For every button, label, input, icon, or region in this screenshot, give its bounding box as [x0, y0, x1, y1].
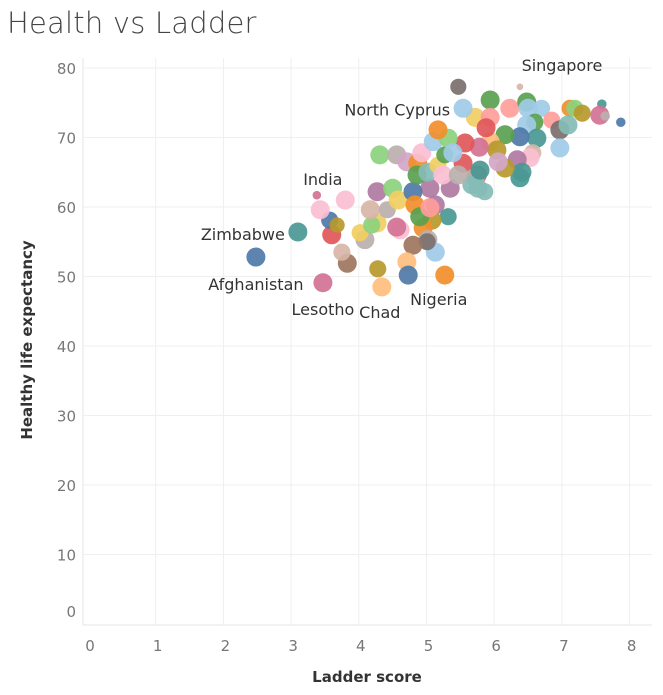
x-axis-ticks: 0 1 2 3 4 5 6 7 8	[85, 637, 636, 655]
x-tick-label: 3	[288, 637, 298, 655]
x-tick-label: 1	[153, 637, 163, 655]
y-tick-label: 70	[57, 130, 76, 148]
y-axis-ticks: 0 10 20 30 40 50 60 70 80	[57, 60, 76, 621]
data-point[interactable]	[367, 182, 387, 202]
data-point[interactable]	[462, 175, 482, 195]
x-axis-label: Ladder score	[312, 668, 422, 686]
data-point[interactable]	[398, 265, 418, 285]
x-tick-label: 4	[356, 637, 366, 655]
point-label: Zimbabwe	[201, 225, 285, 244]
data-point[interactable]	[403, 235, 423, 255]
x-tick-label: 5	[424, 637, 434, 655]
data-point[interactable]	[510, 127, 530, 147]
data-point[interactable]	[420, 198, 440, 218]
data-point-afghanistan[interactable]	[246, 247, 266, 267]
data-point[interactable]	[335, 190, 355, 210]
data-point-india[interactable]	[312, 190, 322, 200]
y-tick-label: 60	[57, 199, 76, 217]
point-label: India	[303, 170, 342, 189]
point-label: Singapore	[522, 56, 603, 75]
data-point[interactable]	[527, 128, 547, 148]
data-point-north-cyprus[interactable]	[453, 98, 473, 118]
data-point[interactable]	[333, 243, 351, 261]
y-tick-label: 10	[57, 547, 76, 565]
data-point-lesotho[interactable]	[313, 273, 333, 293]
data-point-zimbabwe[interactable]	[288, 222, 308, 242]
data-point[interactable]	[470, 160, 490, 180]
data-point[interactable]	[616, 117, 626, 127]
data-point[interactable]	[495, 125, 515, 145]
y-tick-label: 0	[66, 603, 76, 621]
data-point[interactable]	[500, 98, 520, 118]
data-point[interactable]	[329, 217, 345, 233]
data-point[interactable]	[450, 78, 467, 95]
point-label: Nigeria	[410, 290, 467, 309]
data-point[interactable]	[433, 165, 453, 185]
x-tick-label: 7	[559, 637, 569, 655]
point-label: Afghanistan	[208, 275, 303, 294]
data-point[interactable]	[439, 208, 457, 226]
data-point-nigeria[interactable]	[435, 265, 455, 285]
data-point[interactable]	[558, 115, 578, 135]
data-point[interactable]	[476, 118, 496, 138]
data-point[interactable]	[388, 190, 408, 210]
y-tick-label: 30	[57, 408, 76, 426]
data-point[interactable]	[550, 138, 570, 158]
data-point[interactable]	[360, 200, 380, 220]
data-point[interactable]	[533, 99, 551, 117]
data-point[interactable]	[369, 260, 387, 278]
chart-title: Health vs Ladder	[7, 6, 257, 40]
data-point[interactable]	[448, 165, 468, 185]
point-label: Lesotho	[292, 300, 355, 319]
data-point[interactable]	[363, 216, 381, 234]
data-point[interactable]	[310, 200, 330, 220]
y-tick-label: 40	[57, 338, 76, 356]
data-point-chad[interactable]	[372, 277, 392, 297]
data-point[interactable]	[420, 178, 440, 198]
data-point[interactable]	[600, 111, 610, 121]
data-points	[246, 78, 626, 297]
data-point[interactable]	[518, 98, 538, 118]
x-tick-label: 2	[221, 637, 231, 655]
x-tick-label: 6	[491, 637, 501, 655]
point-label: North Cyprus	[344, 100, 450, 119]
data-point[interactable]	[488, 152, 508, 172]
data-point-singapore[interactable]	[516, 83, 524, 91]
data-point[interactable]	[428, 120, 448, 140]
data-point[interactable]	[418, 233, 436, 251]
x-tick-label: 0	[85, 637, 95, 655]
point-labels: Singapore North Cyprus India Zimbabwe Afghan…	[201, 56, 602, 322]
y-tick-label: 20	[57, 477, 76, 495]
data-point[interactable]	[573, 104, 591, 122]
x-tick-label: 8	[627, 637, 637, 655]
y-tick-label: 50	[57, 269, 76, 287]
data-point[interactable]	[370, 145, 390, 165]
y-tick-label: 80	[57, 60, 76, 78]
data-point[interactable]	[510, 168, 530, 188]
data-point[interactable]	[387, 217, 407, 237]
data-point[interactable]	[480, 90, 500, 110]
data-point[interactable]	[443, 143, 463, 163]
y-axis-label: Healthy life expectancy	[18, 240, 36, 440]
point-label: Chad	[359, 303, 400, 322]
